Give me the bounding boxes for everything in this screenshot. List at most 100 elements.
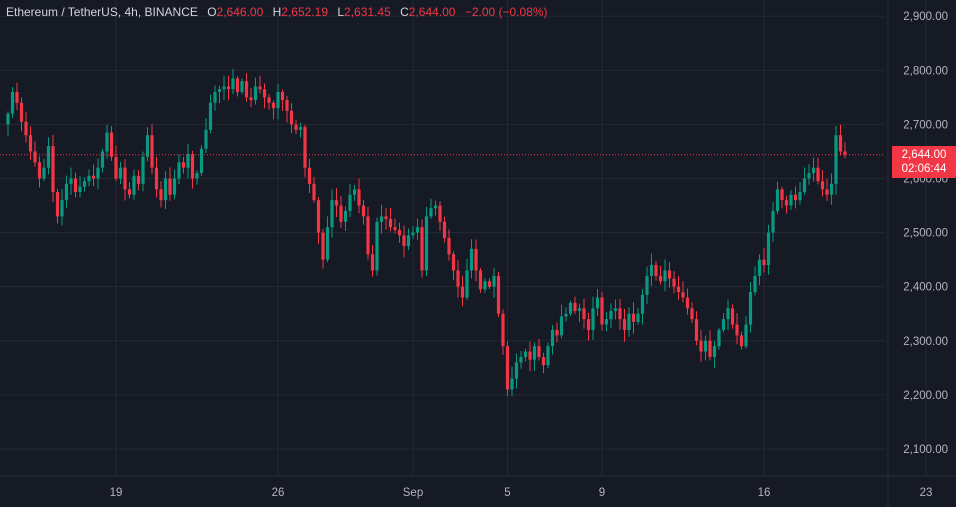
candle-body (631, 313, 636, 322)
candle-body (370, 254, 375, 271)
symbol-title[interactable]: Ethereum / TetherUS, 4h, BINANCE (6, 5, 198, 19)
candle-body (658, 275, 663, 282)
candle-body (127, 189, 132, 195)
candle-body (478, 270, 483, 290)
candle-body (298, 127, 303, 130)
candle-body (231, 78, 235, 90)
candle-body (811, 167, 816, 174)
candle-body (573, 302, 577, 312)
candle-body (348, 194, 352, 211)
candle-body (532, 346, 537, 360)
candle-body (528, 351, 532, 360)
candle-body (307, 167, 312, 184)
candle-body (73, 178, 78, 193)
candle-body (514, 362, 519, 379)
candle-body (703, 340, 708, 352)
candle-body (330, 200, 334, 228)
candle-body (424, 216, 429, 271)
candle-body (339, 205, 343, 222)
candle-body (208, 102, 213, 130)
candle-body (613, 308, 618, 312)
candle-body (699, 340, 703, 352)
candle-body (168, 178, 172, 195)
candle-body (429, 208, 433, 217)
candle-body (303, 127, 307, 168)
candle-body (150, 135, 154, 168)
candle-body (663, 270, 667, 282)
candle-body (114, 156, 118, 179)
candle-body (244, 81, 249, 98)
candle-body (654, 265, 658, 276)
price-tick-label: 2,800.00 (903, 65, 948, 77)
candle-body (388, 219, 393, 228)
candle-body (708, 340, 712, 357)
candle-body (145, 135, 150, 157)
candle-body (717, 329, 721, 347)
candle-body (19, 102, 24, 122)
candle-body (87, 175, 91, 182)
candle-body (586, 319, 591, 330)
price-tick-label: 2,300.00 (903, 336, 948, 348)
candle-body (492, 275, 496, 287)
candle-body (546, 346, 550, 366)
close-value: 2,644.00 (408, 5, 456, 19)
price-axis[interactable]: 2,100.00 2,200.00 2,300.00 2,400.00 2,500.00… (887, 0, 948, 507)
time-tick-label: 19 (110, 487, 123, 499)
candle-body (141, 156, 145, 184)
candle-body (667, 270, 672, 279)
candle-body (262, 89, 267, 98)
candle-body (505, 346, 510, 390)
candle-body (118, 167, 123, 179)
candle-body (829, 183, 834, 195)
candle-body (712, 346, 717, 357)
candle-body (447, 238, 451, 255)
candle-body (415, 227, 420, 233)
candle-body (757, 259, 762, 276)
last-price-value: 2,644.00 (901, 148, 947, 161)
candle-body (793, 194, 798, 201)
change-value: −2.00 (−0.08%) (464, 5, 548, 19)
candle-body (627, 313, 631, 330)
candle-body (195, 173, 199, 179)
candle-body (82, 181, 87, 187)
candle-body (276, 91, 280, 109)
candle-body (748, 292, 753, 325)
candle-body (451, 254, 456, 271)
candle-body (33, 151, 37, 163)
candle-body (91, 175, 96, 179)
candle-body (802, 178, 807, 193)
candle-body (636, 313, 640, 322)
candle-body (694, 319, 699, 341)
candle-body (15, 91, 19, 103)
candle-body (843, 151, 847, 155)
candle-body (559, 316, 564, 336)
candle-body (159, 189, 163, 201)
candle-body (469, 248, 474, 271)
candle-body (352, 189, 357, 195)
time-tick-label: 26 (272, 487, 285, 499)
candle-body (820, 181, 825, 190)
candle-body (123, 167, 127, 190)
candle-body (618, 308, 622, 320)
candle-body (105, 132, 109, 152)
candle-body (685, 297, 690, 309)
price-tick-label: 2,200.00 (903, 390, 948, 402)
candle-body (109, 132, 114, 157)
candle-body (672, 278, 676, 287)
time-axis[interactable]: 19 26 Sep 5 9 16 23 (0, 475, 956, 499)
low-value: 2,631.45 (344, 5, 391, 19)
candle-body (172, 178, 177, 195)
time-tick-label: Sep (403, 487, 423, 499)
candle-body (582, 308, 586, 320)
candle-body (550, 329, 555, 347)
candle-body (780, 189, 784, 201)
candle-body (10, 91, 15, 114)
candle-body (825, 189, 829, 195)
candle-body (564, 313, 568, 317)
candle-body (676, 286, 681, 293)
candle-body (42, 167, 46, 179)
candle-body (60, 200, 64, 217)
candle-body (762, 259, 766, 266)
